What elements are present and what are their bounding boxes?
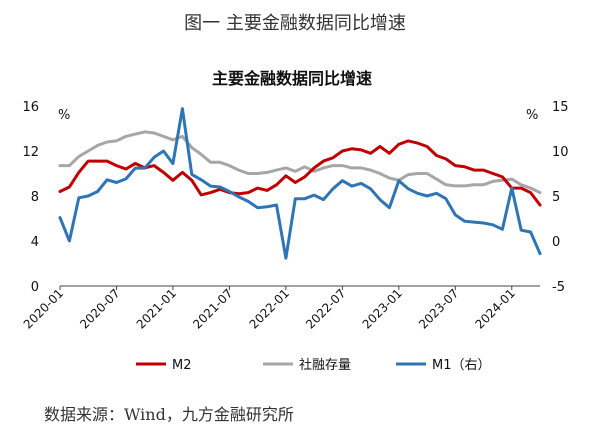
left-tick-label: 8 (31, 190, 39, 205)
right-tick-label: -5 (552, 280, 565, 295)
x-tick-label: 2020-07 (77, 286, 122, 331)
left-tick-label: 4 (31, 235, 39, 250)
series-line-1 (58, 130, 542, 195)
left-tick-label: 16 (22, 100, 39, 115)
line-chart: 主要金融数据同比增速 0 4 8 12 16 -5 0 5 10 15 2020-01 2020-… (21, 69, 569, 373)
left-tick-label: 12 (22, 145, 39, 160)
legend-label: 社融存量 (299, 357, 351, 373)
series-line-2 (58, 107, 542, 260)
x-tick-label: 2024-01 (473, 286, 518, 331)
figure-caption: 图一 主要金融数据同比增速 (184, 13, 406, 34)
left-axis: 0 4 8 12 16 (22, 100, 39, 295)
x-tick-label: 2021-07 (190, 286, 235, 331)
series-line-0 (58, 139, 542, 207)
x-axis: 2020-01 2020-07 2021-01 2021-07 2022-01 2022-… (21, 286, 518, 332)
x-tick-label: 2023-01 (360, 286, 405, 331)
right-tick-label: 0 (552, 235, 560, 250)
legend-label: M1（右） (432, 358, 491, 373)
legend: M2 社融存量 M1（右） (136, 357, 491, 373)
x-tick-label: 2022-01 (247, 286, 292, 331)
chart-title: 主要金融数据同比增速 (212, 69, 372, 88)
x-tick-label: 2022-07 (303, 286, 348, 331)
legend-label: M2 (172, 358, 192, 373)
right-axis: -5 0 5 10 15 (552, 100, 569, 295)
source-note: 数据来源：Wind，九方金融研究所 (44, 405, 294, 424)
x-tick-label: 2023-07 (416, 286, 461, 331)
right-tick-label: 10 (552, 145, 569, 160)
left-tick-label: 0 (31, 280, 39, 295)
left-axis-unit: % (58, 108, 70, 123)
plot-area (58, 107, 542, 260)
x-tick-label: 2020-01 (21, 286, 66, 331)
x-tick-label: 2021-01 (134, 286, 179, 331)
right-tick-label: 5 (552, 190, 560, 205)
right-tick-label: 15 (552, 100, 569, 115)
right-axis-unit: % (526, 108, 538, 123)
